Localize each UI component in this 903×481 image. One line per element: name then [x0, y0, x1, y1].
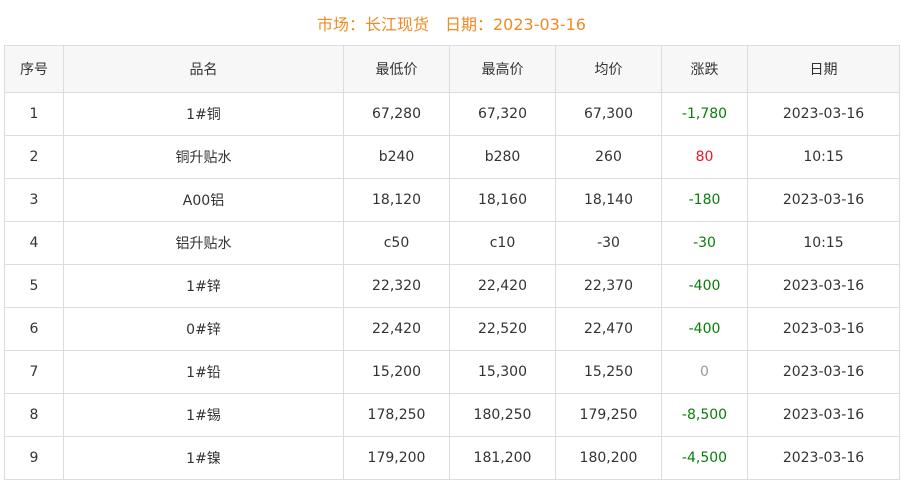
cell-high: b280: [449, 135, 556, 179]
cell-avg: 18,140: [555, 178, 662, 222]
cell-index: 1: [4, 92, 64, 136]
cell-avg: 260: [555, 135, 662, 179]
cell-low: 22,420: [343, 307, 450, 351]
cell-avg: 15,250: [555, 350, 662, 394]
cell-name: 1#镍: [63, 436, 344, 480]
cell-name: 1#锡: [63, 393, 344, 437]
table-row: 4 铝升贴水 c50 c10 -30 -30 10:15: [4, 221, 900, 265]
cell-index: 2: [4, 135, 64, 179]
cell-index: 5: [4, 264, 64, 308]
cell-date: 2023-03-16: [747, 92, 900, 136]
cell-high: c10: [449, 221, 556, 265]
cell-high: 18,160: [449, 178, 556, 222]
table-row: 7 1#铅 15,200 15,300 15,250 0 2023-03-16: [4, 350, 900, 394]
cell-low: 67,280: [343, 92, 450, 136]
table-row: 9 1#镍 179,200 181,200 180,200 -4,500 2023-03-1…: [4, 436, 900, 480]
cell-name: 铜升贴水: [63, 135, 344, 179]
table-row: 6 0#锌 22,420 22,520 22,470 -400 2023-03-16: [4, 307, 900, 351]
cell-date: 2023-03-16: [747, 350, 900, 394]
cell-high: 181,200: [449, 436, 556, 480]
cell-date: 10:15: [747, 135, 900, 179]
cell-date: 2023-03-16: [747, 436, 900, 480]
table-row: 2 铜升贴水 b240 b280 260 80 10:15: [4, 135, 900, 179]
cell-low: 22,320: [343, 264, 450, 308]
header-date: 日期: [747, 45, 900, 93]
cell-high: 180,250: [449, 393, 556, 437]
cell-avg: -30: [555, 221, 662, 265]
cell-low: 18,120: [343, 178, 450, 222]
cell-change: -8,500: [661, 393, 748, 437]
cell-index: 9: [4, 436, 64, 480]
price-table: 序号 品名 最低价 最高价 均价 涨跌 日期 1 1#铜 67,280 67,320 6…: [4, 45, 900, 480]
cell-avg: 67,300: [555, 92, 662, 136]
header-change: 涨跌: [661, 45, 748, 93]
cell-high: 67,320: [449, 92, 556, 136]
cell-avg: 22,470: [555, 307, 662, 351]
cell-change: -4,500: [661, 436, 748, 480]
cell-low: 179,200: [343, 436, 450, 480]
header-index: 序号: [4, 45, 64, 93]
cell-date: 2023-03-16: [747, 264, 900, 308]
header-high: 最高价: [449, 45, 556, 93]
cell-date: 2023-03-16: [747, 178, 900, 222]
cell-change: 0: [661, 350, 748, 394]
cell-change: 80: [661, 135, 748, 179]
cell-change: -1,780: [661, 92, 748, 136]
cell-low: b240: [343, 135, 450, 179]
table-row: 5 1#锌 22,320 22,420 22,370 -400 2023-03-16: [4, 264, 900, 308]
cell-high: 15,300: [449, 350, 556, 394]
cell-date: 2023-03-16: [747, 307, 900, 351]
cell-index: 3: [4, 178, 64, 222]
cell-name: 0#锌: [63, 307, 344, 351]
cell-high: 22,520: [449, 307, 556, 351]
cell-avg: 22,370: [555, 264, 662, 308]
cell-avg: 179,250: [555, 393, 662, 437]
cell-name: 1#铅: [63, 350, 344, 394]
cell-low: 178,250: [343, 393, 450, 437]
cell-index: 7: [4, 350, 64, 394]
cell-index: 4: [4, 221, 64, 265]
cell-change: -30: [661, 221, 748, 265]
cell-low: c50: [343, 221, 450, 265]
cell-name: A00铝: [63, 178, 344, 222]
cell-date: 10:15: [747, 221, 900, 265]
cell-name: 1#铜: [63, 92, 344, 136]
cell-name: 铝升贴水: [63, 221, 344, 265]
table-row: 8 1#锡 178,250 180,250 179,250 -8,500 2023-03-1…: [4, 393, 900, 437]
cell-index: 6: [4, 307, 64, 351]
cell-high: 22,420: [449, 264, 556, 308]
header-low: 最低价: [343, 45, 450, 93]
cell-change: -400: [661, 307, 748, 351]
cell-change: -400: [661, 264, 748, 308]
table-row: 1 1#铜 67,280 67,320 67,300 -1,780 2023-03-16: [4, 92, 900, 136]
cell-index: 8: [4, 393, 64, 437]
cell-avg: 180,200: [555, 436, 662, 480]
page-title: 市场：长江现货 日期：2023-03-16: [317, 15, 586, 34]
table-row: 3 A00铝 18,120 18,160 18,140 -180 2023-03-16: [4, 178, 900, 222]
cell-change: -180: [661, 178, 748, 222]
cell-low: 15,200: [343, 350, 450, 394]
header-avg: 均价: [555, 45, 662, 93]
table-header-row: 序号 品名 最低价 最高价 均价 涨跌 日期: [4, 45, 900, 93]
cell-name: 1#锌: [63, 264, 344, 308]
header-name: 品名: [63, 45, 344, 93]
cell-date: 2023-03-16: [747, 393, 900, 437]
